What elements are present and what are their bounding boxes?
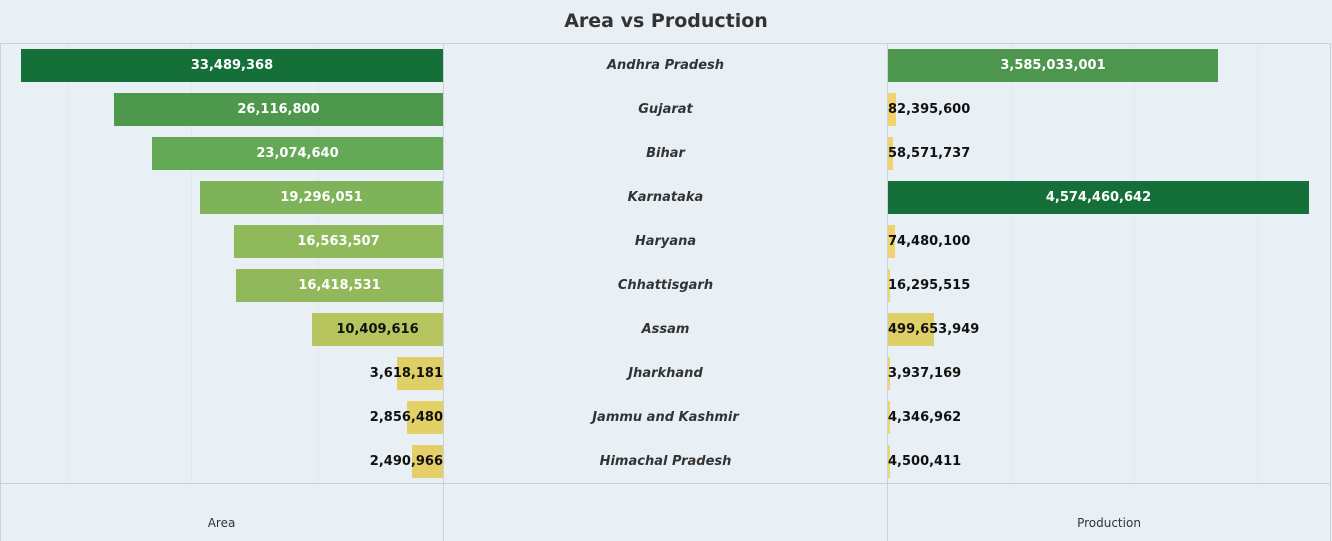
- area-bar[interactable]: [397, 357, 443, 390]
- production-bar[interactable]: [888, 181, 1309, 214]
- production-bar[interactable]: [888, 225, 895, 258]
- production-bar[interactable]: [888, 445, 890, 478]
- production-value-label: 3,937,169: [888, 366, 962, 381]
- gridline: [1134, 44, 1135, 483]
- area-value-label: 16,563,507: [297, 234, 380, 249]
- area-bar[interactable]: [234, 225, 443, 258]
- area-bar[interactable]: [114, 93, 443, 126]
- area-bar[interactable]: [152, 137, 443, 170]
- area-value-label: 23,074,640: [256, 146, 339, 161]
- production-value-label: 3,585,033,001: [1000, 58, 1106, 73]
- area-bar[interactable]: [412, 445, 443, 478]
- area-value-label: 2,490,966: [369, 454, 443, 469]
- area-value-label: 16,418,531: [298, 278, 381, 293]
- category-label: Karnataka: [627, 190, 704, 205]
- gridline: [318, 44, 319, 483]
- production-bar[interactable]: [888, 313, 934, 346]
- production-value-label: 16,295,515: [888, 278, 971, 293]
- category-label: Gujarat: [638, 102, 693, 117]
- gridline: [191, 44, 192, 483]
- production-value-label: 4,574,460,642: [1045, 190, 1152, 205]
- area-value-label: 33,489,368: [190, 58, 274, 73]
- category-label: Jammu and Kashmir: [592, 410, 739, 425]
- divider-right: [887, 43, 888, 541]
- category-label: Assam: [641, 322, 690, 337]
- category-label: Jharkhand: [628, 366, 703, 381]
- category-label: Chhattisgarh: [617, 278, 714, 293]
- category-label: Himachal Pradesh: [599, 454, 732, 469]
- production-bar[interactable]: [888, 357, 890, 390]
- gridline: [1257, 44, 1258, 483]
- production-value-label: 74,480,100: [888, 234, 971, 249]
- x-axis-title-area: Area: [207, 516, 236, 530]
- gridline: [1011, 44, 1012, 483]
- production-value-label: 499,653,949: [888, 322, 980, 337]
- area-value-label: 26,116,800: [237, 102, 320, 117]
- area-value-label: 19,296,051: [280, 190, 363, 205]
- area-value-label: 3,618,181: [369, 366, 443, 381]
- area-bar[interactable]: [407, 401, 443, 434]
- gridline: [68, 44, 69, 483]
- production-bar[interactable]: [888, 137, 893, 170]
- chart-frame: [0, 43, 1331, 541]
- area-bar[interactable]: [236, 269, 443, 302]
- area-bar[interactable]: [200, 181, 443, 214]
- production-value-label: 82,395,600: [888, 102, 971, 117]
- production-value-label: 58,571,737: [888, 146, 971, 161]
- chart-title: Area vs Production: [564, 10, 768, 32]
- production-bar[interactable]: [888, 49, 1218, 82]
- divider-left: [443, 43, 444, 541]
- area-value-label: 10,409,616: [336, 322, 419, 337]
- production-bar[interactable]: [888, 401, 890, 434]
- area-bar[interactable]: [21, 49, 443, 82]
- category-label: Andhra Pradesh: [606, 58, 724, 73]
- area-bar[interactable]: [312, 313, 443, 346]
- axis-divider: [0, 483, 1331, 484]
- x-axis-title-production: Production: [1077, 516, 1141, 530]
- production-bar[interactable]: [888, 269, 890, 302]
- production-value-label: 4,346,962: [888, 410, 962, 425]
- production-bar[interactable]: [888, 93, 896, 126]
- production-value-label: 4,500,411: [888, 454, 962, 469]
- category-label: Bihar: [646, 146, 685, 161]
- category-label: Haryana: [634, 234, 697, 249]
- area-value-label: 2,856,480: [369, 410, 443, 425]
